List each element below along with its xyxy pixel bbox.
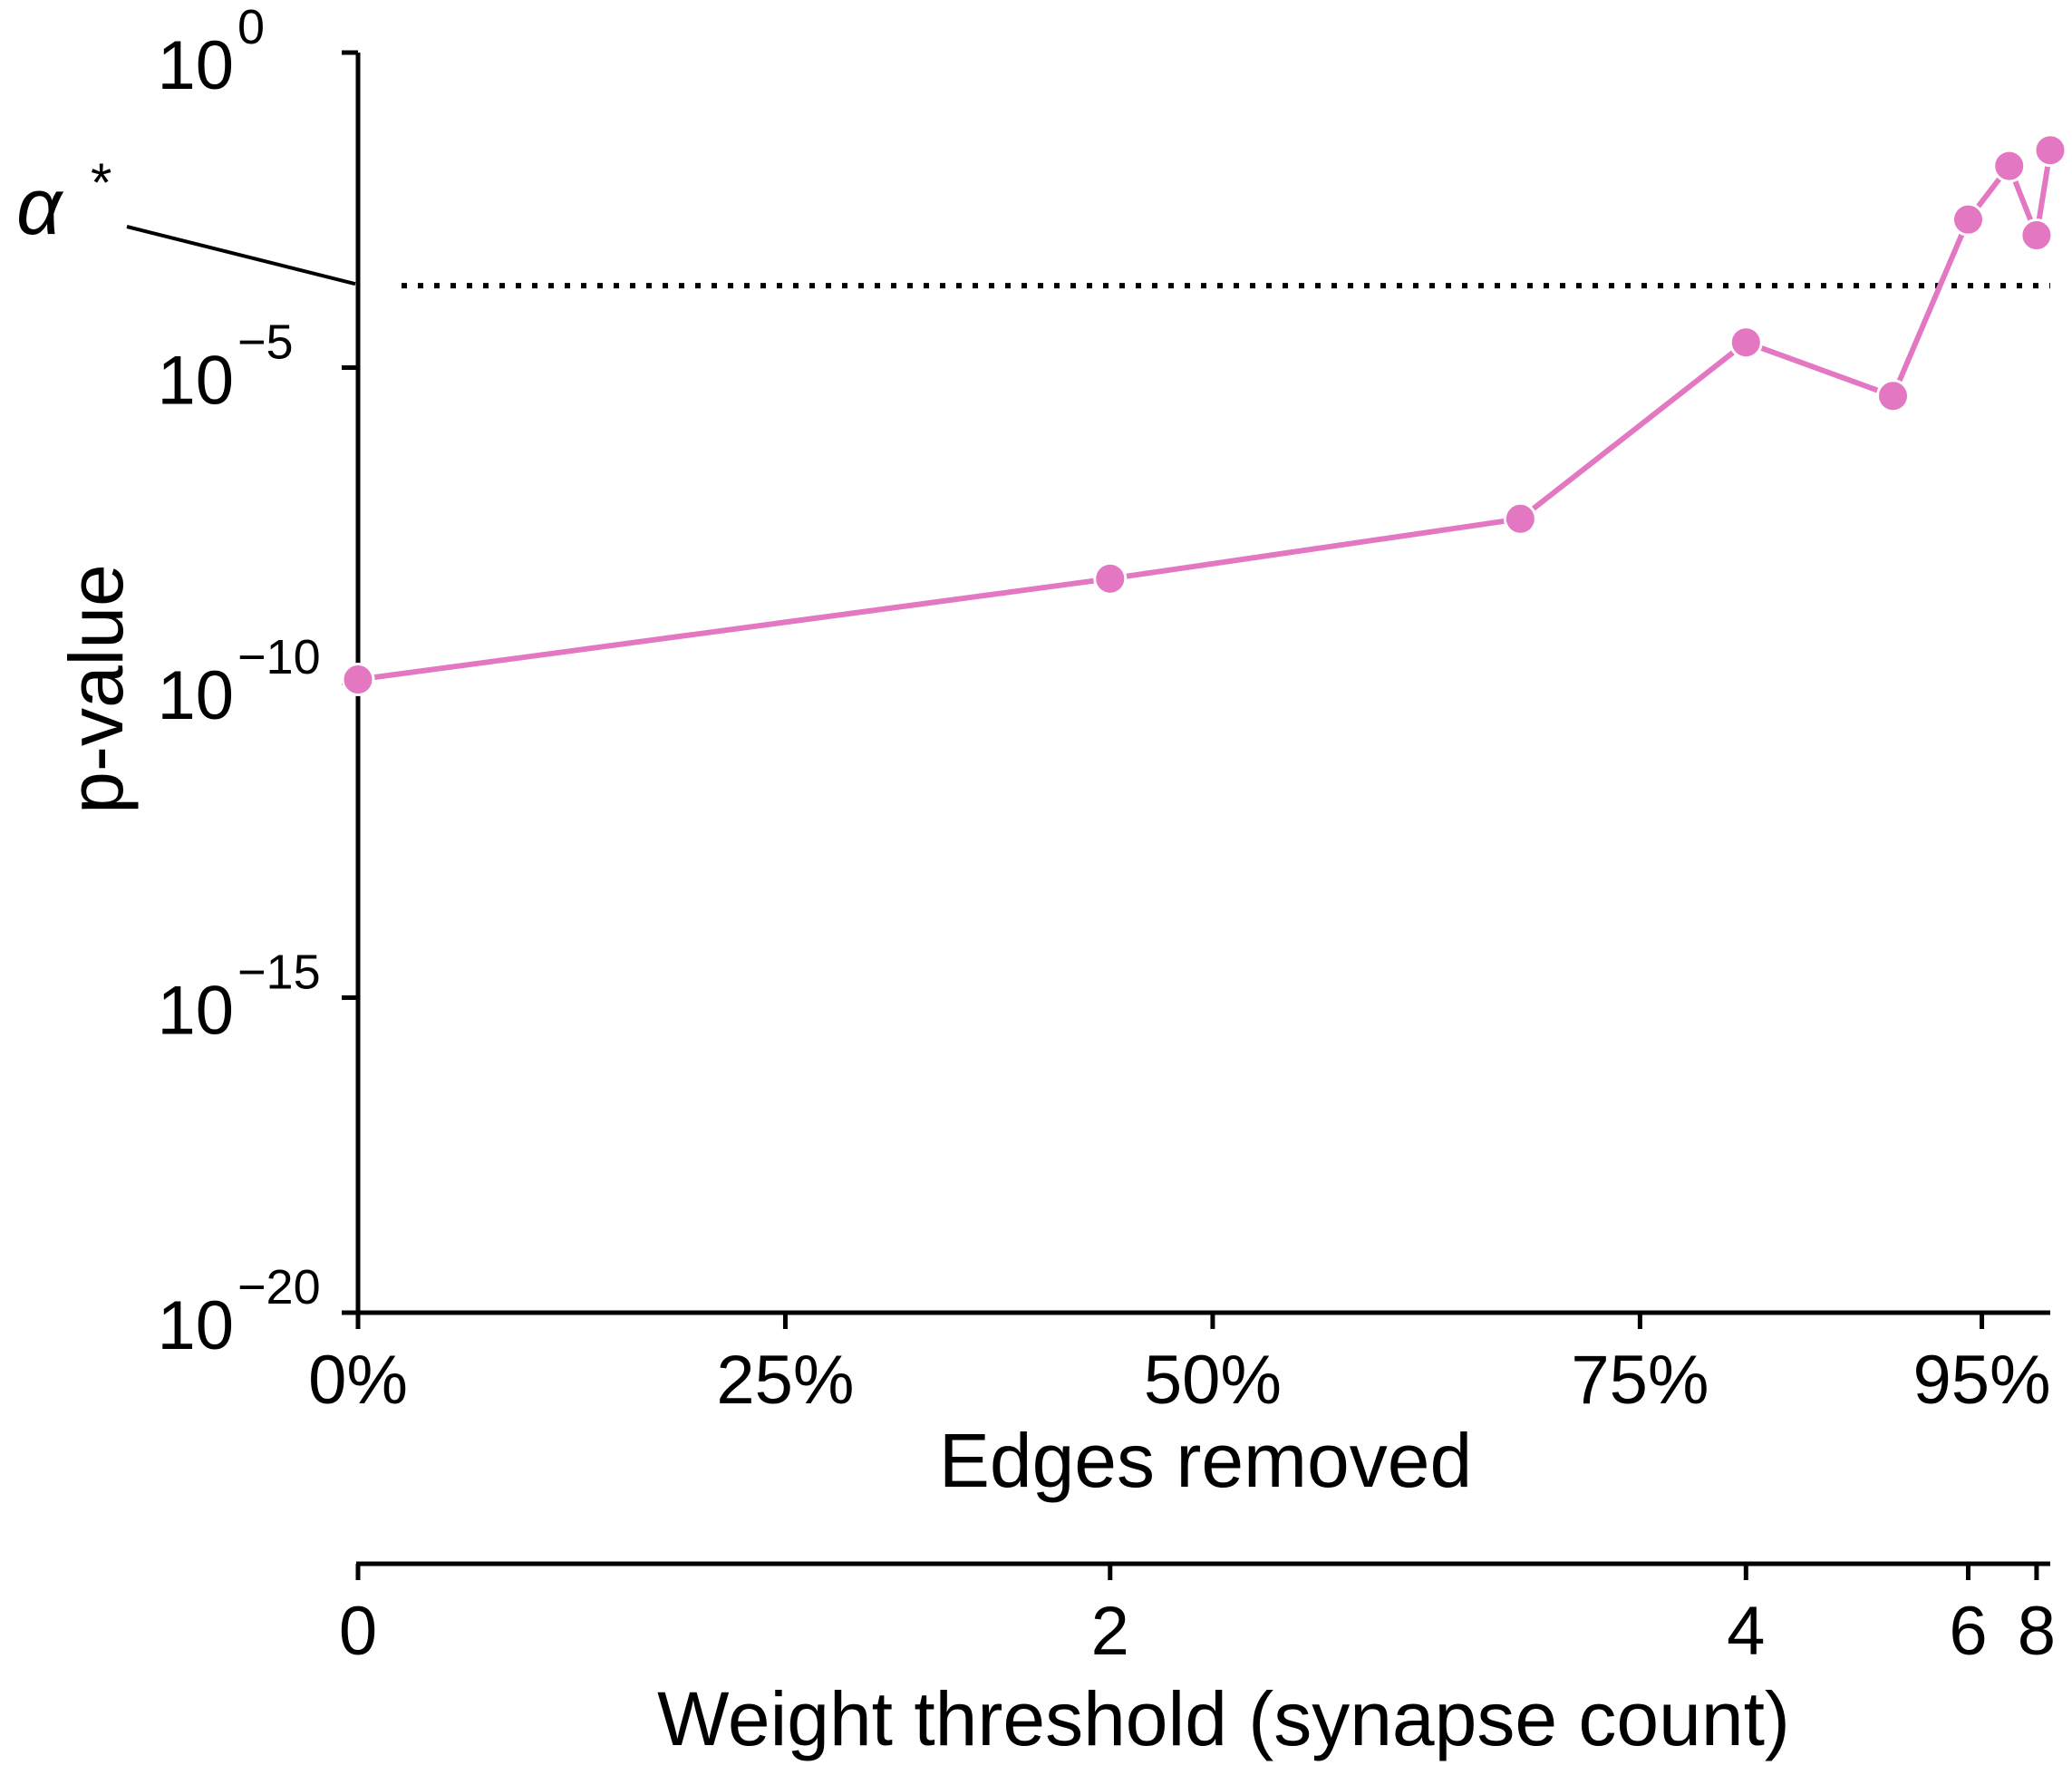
y-tick-label: 10 [157, 1287, 234, 1364]
y-axis-label: p-value [53, 564, 139, 814]
data-point [341, 663, 375, 697]
data-point [1992, 149, 2027, 183]
y-tick-label-exponent: −10 [237, 630, 321, 684]
data-point [2019, 218, 2054, 253]
y-tick-label: 10 [157, 657, 234, 734]
data-point [1728, 325, 1763, 360]
y-tick-label-exponent: 0 [237, 0, 265, 54]
x-tick-label: 25% [716, 1342, 854, 1419]
y-tick-label-exponent: −15 [237, 946, 321, 1000]
secondary-x-tick-label: 2 [1091, 1593, 1129, 1670]
x-tick-label: 95% [1913, 1342, 2051, 1419]
threshold-line-group: α * [16, 152, 2050, 289]
threshold-label: α [16, 161, 64, 251]
y-tick-label-exponent: −5 [237, 315, 294, 370]
data-point [2033, 133, 2067, 168]
secondary-x-tick-label: 4 [1727, 1593, 1765, 1670]
data-point [1093, 561, 1128, 596]
series-line [357, 150, 2053, 683]
data-point [1876, 379, 1911, 413]
threshold-label-superscript: * [91, 152, 111, 213]
x-tick-label: 50% [1144, 1342, 1282, 1419]
secondary-x-axis-label: Weight threshold (synapse count) [657, 1676, 1790, 1761]
secondary-x-tick-label: 6 [1949, 1593, 1987, 1670]
secondary-x-tick-label: 8 [2018, 1593, 2056, 1670]
x-tick-label: 0% [308, 1342, 408, 1419]
y-tick-label: 10 [157, 973, 234, 1050]
data-point [1503, 501, 1537, 536]
secondary-x-tick-label: 0 [339, 1593, 377, 1670]
x-tick-label: 75% [1571, 1342, 1709, 1419]
threshold-label-leader [126, 225, 356, 286]
data-point [1951, 202, 1985, 237]
series-group [341, 133, 2067, 697]
y-tick-label-exponent: −20 [237, 1260, 321, 1314]
x-axis-label: Edges removed [939, 1418, 1472, 1503]
y-tick-label: 10 [157, 27, 234, 104]
y-tick-label: 10 [157, 343, 234, 420]
